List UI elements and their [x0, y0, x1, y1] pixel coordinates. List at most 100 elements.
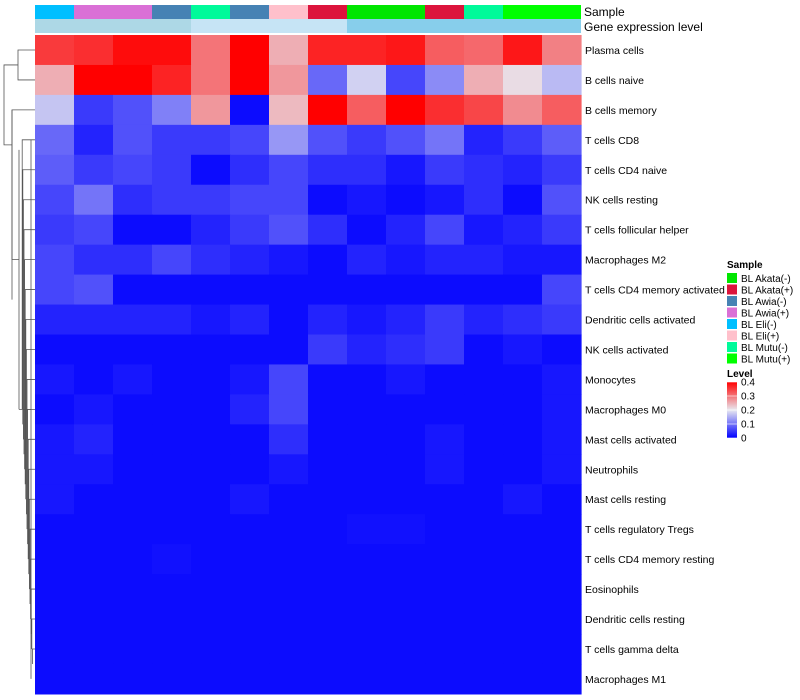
heatmap-cell [74, 304, 114, 336]
expression-annotation-cell [35, 19, 74, 33]
heatmap-cell [464, 244, 504, 276]
level-legend: Level 0.4 0.3 0.2 0.1 0 [727, 369, 755, 445]
dendrogram-branch [24, 259, 35, 470]
heatmap-cell [113, 94, 153, 126]
heatmap-cell [113, 574, 153, 605]
column-annotation-bars [35, 5, 581, 33]
heatmap-cell [35, 35, 75, 66]
heatmap-cell [191, 124, 231, 156]
expression-annotation-cell [269, 19, 308, 33]
heatmap-cell [503, 244, 543, 276]
heatmap-cell [113, 454, 153, 485]
heatmap-cell [503, 604, 543, 635]
heatmap-cell [425, 184, 465, 216]
row-label: Macrophages M0 [585, 404, 666, 416]
heatmap-cell [35, 364, 75, 395]
heatmap-cell [230, 514, 270, 545]
row-label: B cells naive [585, 75, 644, 87]
expression-annotation-cell [464, 19, 503, 33]
heatmap-cell [269, 634, 309, 665]
row-label: NK cells resting [585, 195, 658, 207]
heatmap-cell [152, 604, 192, 635]
heatmap-cell [464, 124, 504, 156]
heatmap-cell [308, 454, 348, 485]
heatmap-cell [74, 454, 114, 485]
heatmap-cell [425, 124, 465, 156]
heatmap-cell [308, 334, 348, 366]
heatmap-cell [269, 274, 309, 306]
heatmap-cell [425, 484, 465, 515]
heatmap-cell [269, 394, 309, 425]
heatmap-cell [74, 604, 114, 635]
expression-annotation-cell [230, 19, 269, 33]
heatmap-cell [113, 214, 153, 246]
heatmap-cell [269, 214, 309, 246]
heatmap-cell [269, 574, 309, 605]
heatmap-cell [152, 514, 192, 545]
heatmap-cell [35, 304, 75, 336]
heatmap-cell [542, 484, 582, 515]
heatmap-cell [74, 64, 114, 96]
heatmap-cell [347, 244, 387, 276]
heatmap-cell [386, 544, 426, 575]
sample-legend-label: BL Mutu(+) [741, 355, 790, 366]
expression-annotation-cell [152, 19, 191, 33]
heatmap-cell [425, 574, 465, 605]
heatmap-cell [269, 424, 309, 455]
heatmap-cell [425, 514, 465, 545]
heatmap-cell [35, 244, 75, 276]
heatmap-cell [35, 214, 75, 246]
heatmap-cell [464, 94, 504, 126]
heatmap-cell [230, 663, 270, 695]
heatmap-cell [269, 544, 309, 575]
heatmap-cell [191, 394, 231, 425]
heatmap-cell [386, 214, 426, 246]
heatmap-cell [308, 124, 348, 156]
heatmap-cell [74, 244, 114, 276]
heatmap-cell [503, 184, 543, 216]
dendrogram-branch [26, 379, 35, 530]
heatmap-cell [464, 304, 504, 336]
sample-legend-title: Sample [727, 260, 763, 271]
heatmap-cell [464, 514, 504, 545]
heatmap-cell [308, 484, 348, 515]
heatmap-cell [503, 364, 543, 395]
expression-annotation-cell [542, 19, 581, 33]
heatmap-cell [347, 424, 387, 455]
heatmap-cell [191, 64, 231, 96]
heatmap-cell [347, 574, 387, 605]
heatmap-cell [425, 334, 465, 366]
heatmap-cell [347, 94, 387, 126]
heatmap-cell [425, 454, 465, 485]
sample-legend-label: BL Awia(+) [741, 309, 789, 320]
expression-annotation-cell [503, 19, 542, 33]
heatmap-cell [74, 574, 114, 605]
heatmap-cell [269, 514, 309, 545]
heatmap-cell [152, 334, 192, 366]
heatmap-cell [191, 514, 231, 545]
sample-legend-label: BL Eli(+) [741, 332, 779, 343]
heatmap-cell [230, 35, 270, 66]
heatmap-cell [113, 364, 153, 395]
sample-legend-label: BL Eli(-) [741, 320, 777, 331]
heatmap-cell [464, 484, 504, 515]
dendrogram-branch [26, 349, 35, 515]
level-tick-label: 0.4 [741, 378, 755, 389]
row-label: T cells CD4 memory activated [585, 285, 725, 297]
heatmap-cell [113, 514, 153, 545]
heatmap-cell [230, 304, 270, 336]
heatmap-cell [425, 274, 465, 306]
heatmap-cell [152, 663, 192, 695]
heatmap-cell [74, 634, 114, 665]
heatmap-cell [230, 424, 270, 455]
heatmap-cell [542, 35, 582, 66]
heatmap-cell [464, 214, 504, 246]
heatmap-cell [464, 663, 504, 695]
heatmap-cell [425, 64, 465, 96]
heatmap-cell [269, 244, 309, 276]
sample-annotation-cell [386, 5, 425, 19]
sample-annotation-cell [230, 5, 269, 19]
heatmap-cell [347, 604, 387, 635]
heatmap-cell [191, 304, 231, 336]
